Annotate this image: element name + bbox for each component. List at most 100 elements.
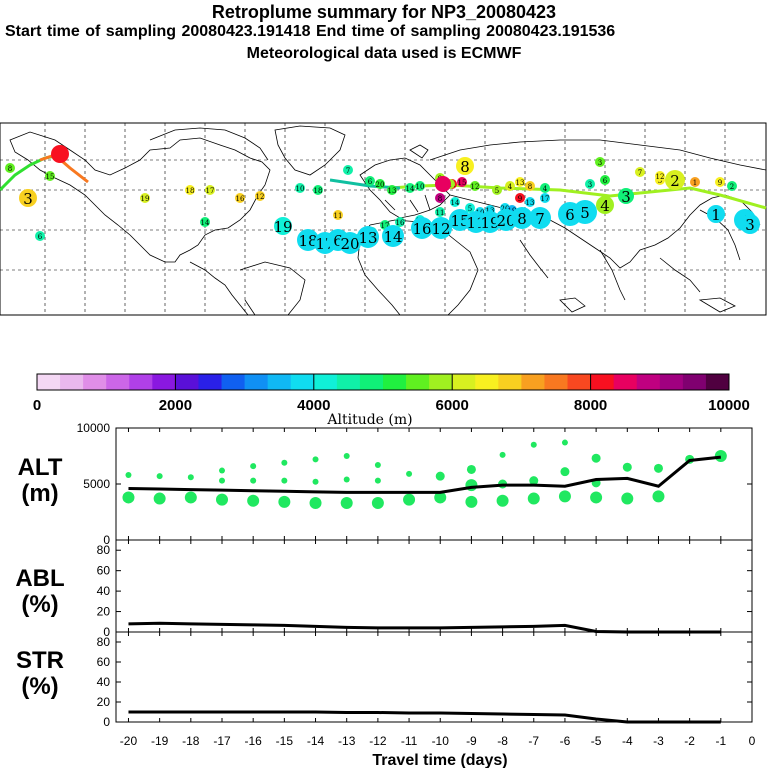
abl-series-line	[128, 621, 721, 634]
plume-marker-label: 5	[468, 205, 472, 213]
plume-marker-large	[297, 229, 319, 251]
plume-marker-label: 18	[314, 187, 323, 195]
plume-marker-small	[405, 183, 415, 193]
x-axis-title: Travel time (days)	[372, 752, 507, 768]
colorbar-cell	[498, 374, 522, 390]
plume-marker-small	[333, 210, 343, 220]
x-tick-label: -15	[276, 734, 294, 748]
plume-point	[281, 477, 288, 484]
colorbar-cell	[682, 374, 707, 390]
x-tick-label: -8	[497, 734, 508, 748]
plume-marker-number: 12	[431, 220, 450, 238]
y-tick-label: 0	[103, 625, 110, 639]
plume-marker-large	[479, 211, 501, 233]
plume-marker-label: 3	[598, 159, 602, 167]
plume-point	[406, 470, 413, 477]
plume-point	[530, 441, 537, 448]
plume-marker-label: 11	[436, 209, 445, 217]
plume-marker-small	[35, 231, 45, 241]
x-tick-label: -20	[120, 734, 138, 748]
plume-point	[591, 453, 601, 463]
plume-marker-small	[715, 177, 725, 187]
plume-marker-label: 14	[406, 185, 415, 193]
plume-point	[621, 492, 634, 505]
abl-panel: 0 20 40 60 80	[97, 539, 753, 639]
plume-marker-small	[515, 177, 525, 187]
plume-marker-small	[313, 185, 323, 195]
plume-point	[125, 472, 132, 479]
str-label: STR (%)	[16, 647, 64, 700]
x-tick-label: -17	[213, 734, 231, 748]
plume-point	[558, 490, 571, 503]
plume-marker-number: 6	[333, 232, 343, 250]
alt-series-line	[128, 455, 721, 494]
plume-marker-small	[450, 197, 460, 207]
plume-marker-number: 13	[358, 229, 377, 247]
plume-marker-number: 6	[565, 206, 575, 224]
plume-point	[403, 493, 416, 506]
plume-marker-label: 17	[206, 187, 215, 195]
plume-marker-small	[140, 193, 150, 203]
colorbar-tick-label: 6000	[436, 397, 469, 414]
plume-marker-label: 12	[656, 173, 665, 181]
colorbar-cell	[336, 374, 361, 390]
plume-marker-label: 12	[256, 193, 265, 201]
plume-point	[371, 497, 384, 510]
x-tick-label: -4	[622, 734, 633, 748]
colorbar-cell	[705, 374, 730, 390]
plume-marker-number: 18	[298, 232, 317, 250]
y-tick-label: 5000	[83, 477, 110, 491]
plume-marker-small	[387, 185, 397, 195]
plume-marker-small	[540, 193, 550, 203]
panel-frame	[115, 539, 753, 633]
plume-marker-large	[430, 217, 452, 239]
plume-marker-number: 3	[621, 188, 631, 206]
plume-marker-number: 19	[273, 218, 292, 236]
plume-marker-number: 2	[670, 172, 680, 190]
x-tick-label: -1	[715, 734, 726, 748]
plume-marker-large	[382, 225, 404, 247]
met-data-source: Meteorological data used is ECMWF	[246, 45, 522, 62]
plume-marker-small	[492, 185, 502, 195]
plume-marker-small	[655, 171, 665, 181]
colorbar-cell	[429, 374, 453, 390]
plume-marker-label: 20	[501, 205, 510, 213]
plume-marker-yellow	[456, 157, 474, 175]
plume-marker-small	[585, 179, 595, 189]
plume-point	[343, 453, 350, 459]
plume-marker-small	[690, 177, 700, 187]
x-tick-label: -14	[307, 734, 325, 748]
plume-marker-label: 13	[388, 187, 397, 195]
plume-marker-label: 8	[8, 165, 12, 173]
coastlines	[9, 125, 767, 316]
y-tick-label: 0	[103, 715, 110, 729]
plume-marker-number: 20	[496, 212, 515, 230]
plume-marker-label: 4	[508, 183, 513, 191]
plume-marker-label: 4	[543, 185, 548, 193]
plume-marker-large	[495, 209, 517, 231]
plume-marker-small	[515, 193, 525, 203]
plume-marker-large	[618, 188, 634, 204]
plume-marker-label: 6	[38, 233, 43, 241]
y-tick-label: 80	[97, 635, 111, 649]
plume-marker-label: 7	[346, 167, 350, 175]
colorbar-cell	[198, 374, 223, 390]
plume-marker-number: 8	[517, 210, 527, 228]
colorbar-cell	[567, 374, 592, 390]
plume-marker-small	[525, 197, 535, 207]
y-tick-label: 60	[97, 564, 111, 578]
world-map: 8215361918171612142011101876201314109111…	[0, 122, 767, 316]
plume-point	[560, 467, 570, 477]
plume-marker-label: 20	[376, 181, 385, 189]
x-tick-label: -7	[528, 734, 539, 748]
colorbar-cell	[475, 374, 499, 390]
plume-point	[281, 459, 288, 466]
plume-point	[652, 490, 665, 503]
plume-marker-small	[365, 176, 375, 186]
x-tick-label: -13	[338, 734, 356, 748]
plume-marker-small	[727, 181, 737, 191]
y-tick-label: 40	[97, 675, 111, 689]
colorbar-cell	[290, 374, 315, 390]
plume-marker-label: 3	[588, 181, 592, 189]
plume-point	[374, 477, 381, 484]
